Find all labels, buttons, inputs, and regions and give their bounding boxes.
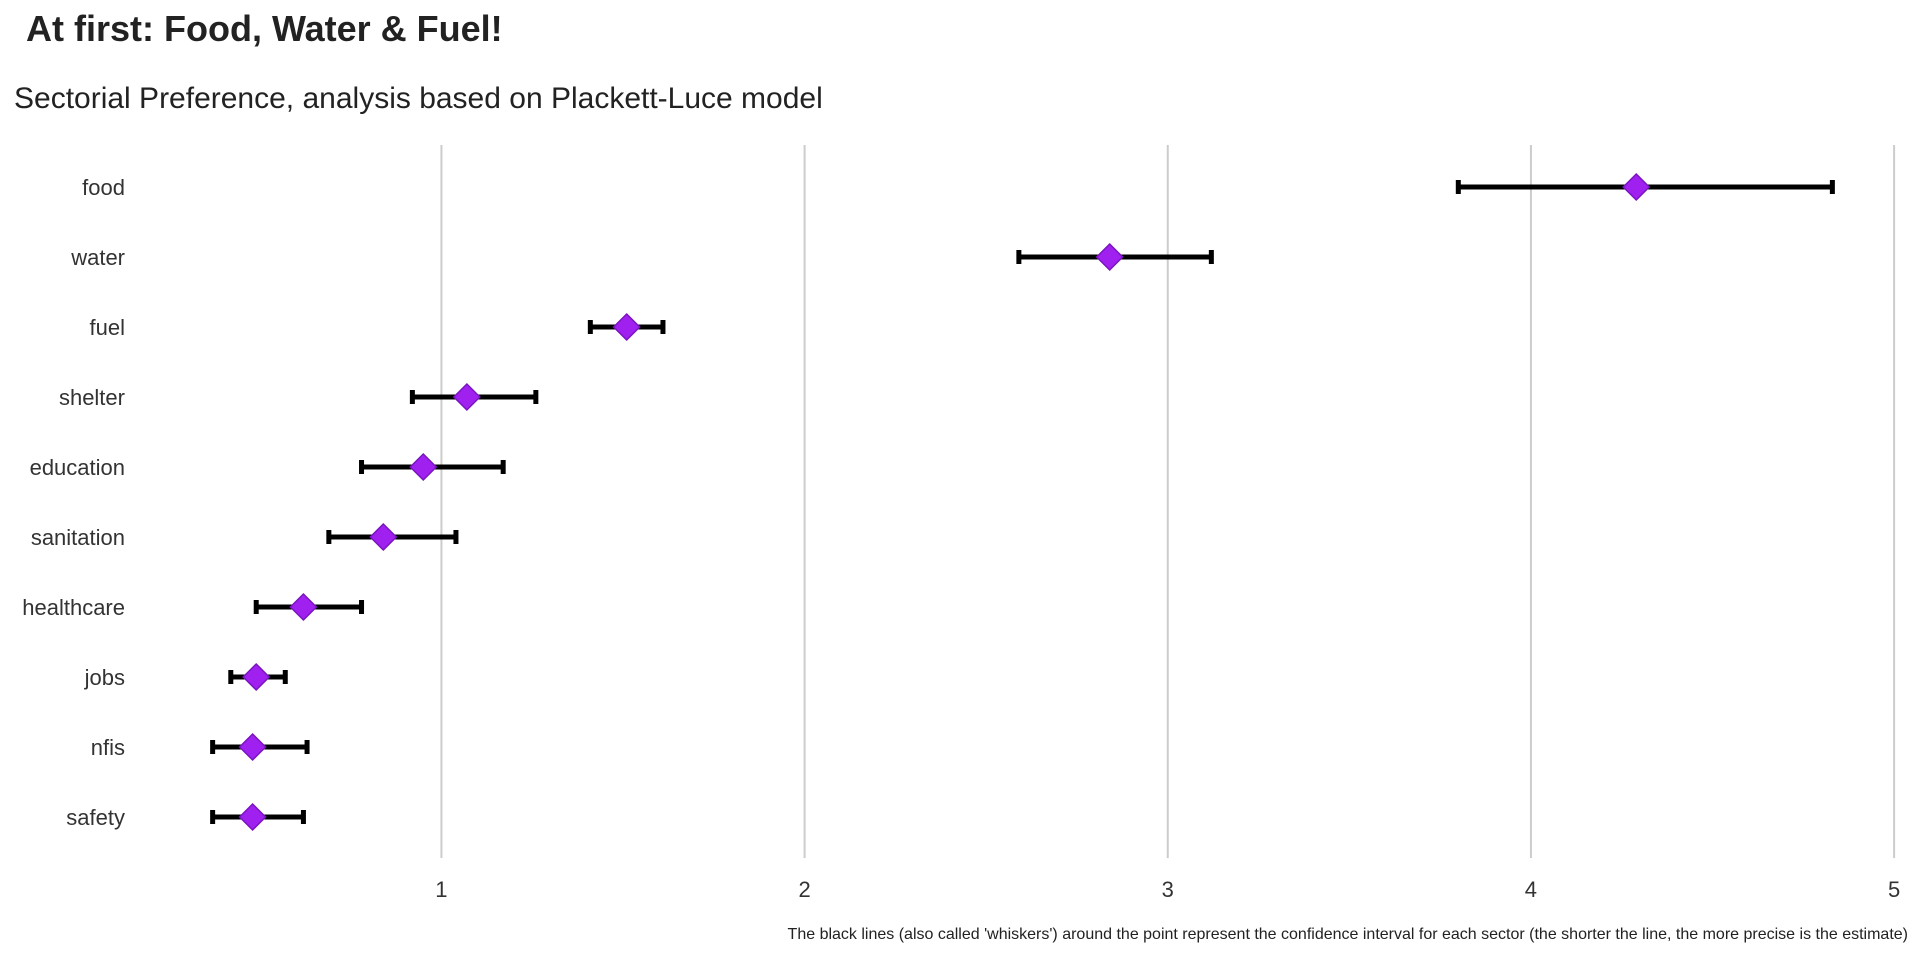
y-tick-label-healthcare: healthcare — [22, 595, 125, 620]
grid-lines — [440, 145, 1896, 858]
y-axis-labels: food water fuel shelter education sanitation h… — [22, 175, 125, 830]
x-tick-label-5: 5 — [1888, 877, 1900, 902]
y-tick-label-fuel: fuel — [90, 315, 125, 340]
x-tick-label-3: 3 — [1162, 877, 1174, 902]
point-water — [1095, 242, 1124, 272]
x-tick-label-4: 4 — [1525, 877, 1537, 902]
point-shelter — [452, 382, 481, 412]
point-sanitation — [369, 522, 398, 552]
x-tick-label-1: 1 — [435, 877, 447, 902]
point-healthcare — [289, 592, 318, 622]
y-tick-label-jobs: jobs — [84, 665, 125, 690]
point-safety — [238, 802, 267, 832]
point-education — [409, 452, 438, 482]
chart-subtitle: Sectorial Preference, analysis based on … — [14, 82, 823, 115]
point-fuel — [612, 312, 641, 342]
y-tick-label-education: education — [30, 455, 125, 480]
x-axis-labels: 1 2 3 4 5 — [435, 877, 1900, 902]
point-nfis — [238, 732, 267, 762]
chart-caption: The black lines (also called 'whiskers')… — [787, 926, 1908, 943]
whiskers — [210, 180, 1835, 824]
point-food — [1622, 172, 1651, 202]
chart-title: At first: Food, Water & Fuel! — [26, 8, 503, 49]
point-jobs — [242, 662, 271, 692]
x-tick-label-2: 2 — [798, 877, 810, 902]
y-tick-label-food: food — [82, 175, 125, 200]
y-tick-label-water: water — [70, 245, 125, 270]
y-tick-label-shelter: shelter — [59, 385, 125, 410]
y-tick-label-safety: safety — [66, 805, 125, 830]
points — [238, 172, 1651, 832]
y-tick-label-nfis: nfis — [91, 735, 125, 760]
y-tick-label-sanitation: sanitation — [31, 525, 125, 550]
